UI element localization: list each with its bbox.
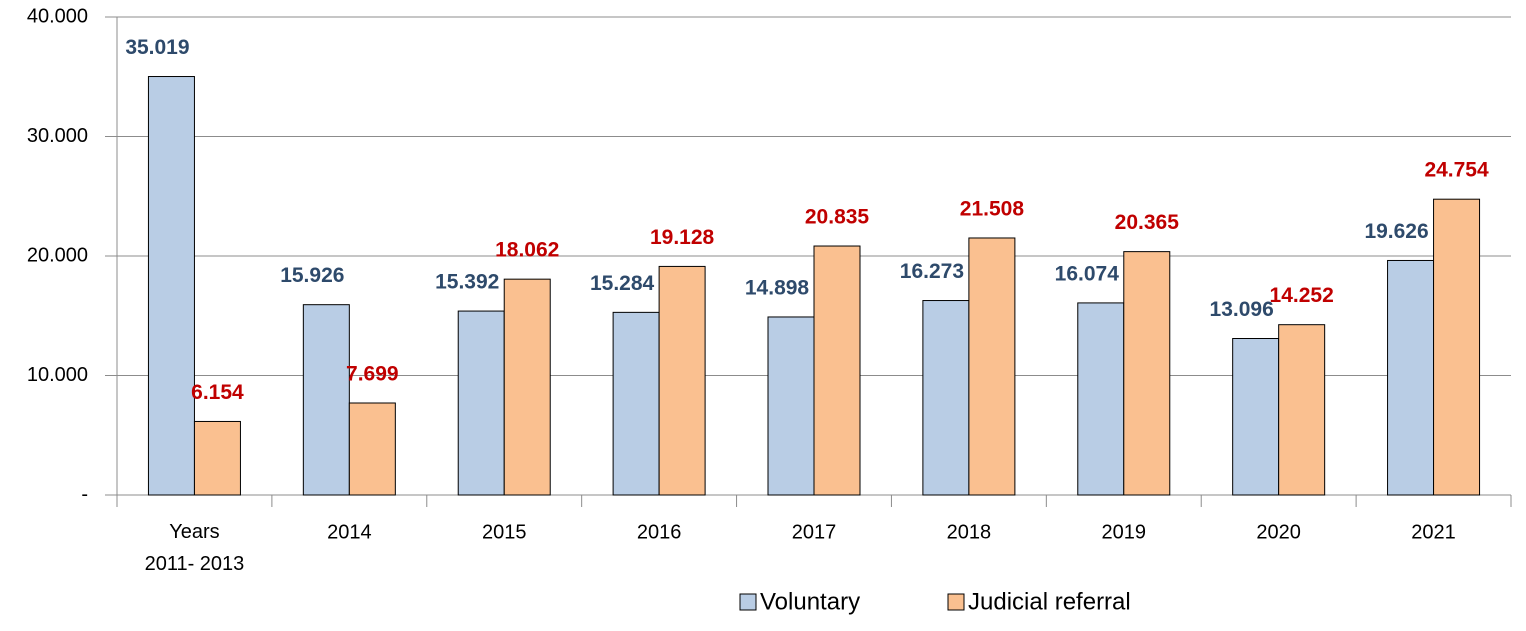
bar <box>147 76 195 496</box>
bar <box>813 245 861 496</box>
bar <box>1387 259 1435 496</box>
bar <box>457 310 505 496</box>
x-tick-label: 2018 <box>947 521 992 543</box>
bar <box>1278 324 1326 496</box>
y-tick-label: 40.000 <box>27 5 88 27</box>
x-tick-label: 2020 <box>1256 521 1301 543</box>
bar <box>348 402 396 496</box>
x-tick-label: Years 2011- 2013 <box>145 521 245 575</box>
bar <box>302 304 350 496</box>
data-label: 15.392 <box>435 271 499 294</box>
bar <box>1433 198 1481 496</box>
bar <box>922 300 970 496</box>
bar <box>612 311 660 496</box>
data-label: 15.926 <box>280 264 344 287</box>
x-tick-label: 2021 <box>1411 521 1456 543</box>
data-label: 13.096 <box>1210 298 1274 321</box>
data-label: 7.699 <box>346 363 399 386</box>
data-label: 35.019 <box>125 36 189 59</box>
bar <box>1077 302 1125 496</box>
bar <box>1123 251 1171 496</box>
legend-label: Voluntary <box>760 588 860 615</box>
legend-swatch <box>739 593 757 611</box>
data-label: 19.128 <box>650 226 715 249</box>
y-tick-label: 10.000 <box>27 364 88 386</box>
y-tick-label: - <box>81 483 88 505</box>
bar <box>968 237 1016 496</box>
bar <box>193 420 241 496</box>
data-label: 20.835 <box>805 206 870 229</box>
x-tick-label: 2015 <box>482 521 527 543</box>
bar <box>1232 338 1280 496</box>
data-label: 6.154 <box>191 381 244 404</box>
data-label: 18.062 <box>495 239 559 262</box>
legend-label: Judicial referral <box>968 588 1131 615</box>
data-label: 19.626 <box>1364 220 1428 243</box>
x-tick-label: 2017 <box>792 521 837 543</box>
bar <box>503 278 551 496</box>
data-label: 20.365 <box>1115 211 1180 234</box>
legend-swatch <box>947 593 965 611</box>
x-tick-label: 2019 <box>1102 521 1147 543</box>
data-label: 14.252 <box>1270 284 1334 307</box>
data-label: 21.508 <box>960 198 1025 221</box>
bar <box>658 265 706 496</box>
y-tick-label: 30.000 <box>27 125 88 147</box>
x-tick-label: 2016 <box>637 521 682 543</box>
data-label: 16.273 <box>900 260 964 283</box>
data-label: 14.898 <box>745 277 810 300</box>
y-tick-label: 20.000 <box>27 244 88 266</box>
x-tick-label: 2014 <box>327 521 372 543</box>
data-label: 16.074 <box>1055 262 1120 285</box>
data-label: 15.284 <box>590 272 655 295</box>
bar <box>767 316 815 496</box>
data-label: 24.754 <box>1424 159 1489 182</box>
